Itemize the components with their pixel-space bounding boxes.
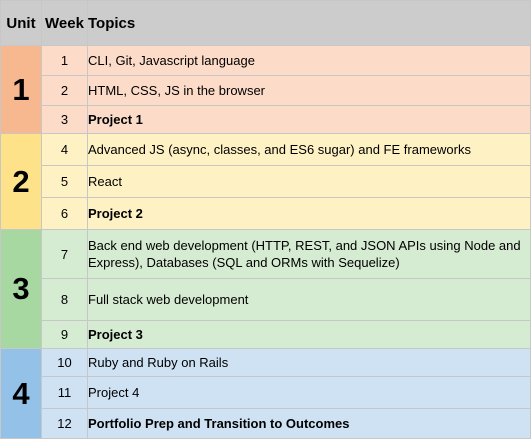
topic-cell-project: Project 3 [87,320,531,349]
week-number: 2 [41,75,88,106]
week-number: 4 [41,133,88,166]
header-topics: Topics [87,0,531,46]
table-row: 2 HTML, CSS, JS in the browser [1,75,531,106]
table-row: 6 Project 2 [1,197,531,230]
week-number: 6 [41,197,88,230]
topic-cell: CLI, Git, Javascript language [87,45,531,76]
topic-cell: Project 4 [87,376,531,409]
topic-cell-project: Project 1 [87,105,531,134]
week-number: 3 [41,105,88,134]
table-row: 5 React [1,165,531,198]
table-row: 1 1 CLI, Git, Javascript language [0,45,531,134]
table-row: 4 10 Ruby and Ruby on Rails [0,348,531,439]
topic-cell-project: Portfolio Prep and Transition to Outcome… [87,408,531,439]
header-row: Unit Week Topics [0,0,531,46]
topic-cell: HTML, CSS, JS in the browser [87,75,531,106]
table-row: 9 Project 3 [1,320,531,349]
table-row: 8 Full stack web development [1,278,531,321]
table-row: 3 7 Back end web development (HTTP, REST… [0,229,531,349]
unit-number-2: 2 [0,133,42,230]
topic-cell-project: Project 2 [87,197,531,230]
week-number: 12 [41,408,88,439]
table-row: 11 Project 4 [1,376,531,409]
week-number: 11 [41,376,88,409]
unit-number-3: 3 [0,229,42,349]
topic-cell: Back end web development (HTTP, REST, an… [87,229,531,279]
topic-cell: Full stack web development [87,278,531,321]
table-row: 3 Project 1 [1,105,531,134]
topic-cell: Advanced JS (async, classes, and ES6 sug… [87,133,531,166]
table-row: 2 4 Advanced JS (async, classes, and ES6… [0,133,531,230]
topic-cell: React [87,165,531,198]
week-number: 8 [41,278,88,321]
header-week: Week [41,0,88,46]
header-unit: Unit [0,0,42,46]
week-number: 1 [41,45,88,76]
table-row: 12 Portfolio Prep and Transition to Outc… [1,408,531,439]
week-number: 9 [41,320,88,349]
week-number: 5 [41,165,88,198]
topic-cell: Ruby and Ruby on Rails [87,348,531,377]
week-number: 10 [41,348,88,377]
week-number: 7 [41,229,88,279]
unit-number-4: 4 [0,348,42,439]
unit-number-1: 1 [0,45,42,134]
